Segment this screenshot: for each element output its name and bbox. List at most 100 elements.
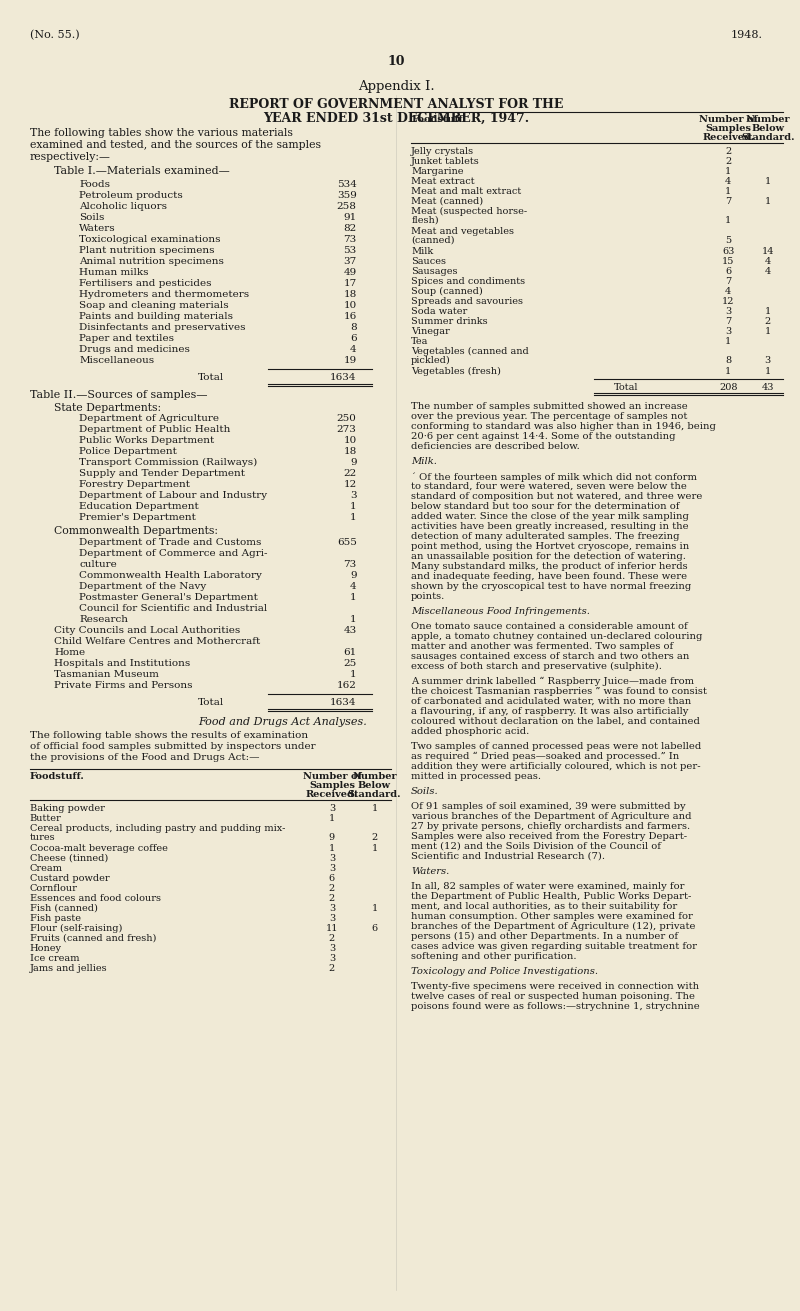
Text: 2: 2	[725, 157, 731, 166]
Text: Alcoholic liquors: Alcoholic liquors	[79, 202, 167, 211]
Text: Cereal products, including pastry and pudding mix-: Cereal products, including pastry and pu…	[30, 825, 285, 832]
Text: Soap and cleaning materials: Soap and cleaning materials	[79, 302, 229, 309]
Text: Vinegar: Vinegar	[411, 326, 450, 336]
Text: 3: 3	[329, 944, 335, 953]
Text: shown by the cryoscopical test to have normal freezing: shown by the cryoscopical test to have n…	[411, 582, 691, 591]
Text: 53: 53	[343, 246, 357, 256]
Text: Human milks: Human milks	[79, 267, 149, 277]
Text: Cheese (tinned): Cheese (tinned)	[30, 853, 108, 863]
Text: 2: 2	[329, 884, 335, 893]
Text: 10: 10	[387, 55, 405, 68]
Text: apple, a tomato chutney contained un-declared colouring: apple, a tomato chutney contained un-dec…	[411, 632, 702, 641]
Text: 534: 534	[337, 180, 357, 189]
Text: Private Firms and Persons: Private Firms and Persons	[54, 680, 193, 690]
Text: 4: 4	[725, 287, 731, 296]
Text: 273: 273	[337, 425, 357, 434]
Text: Spices and condiments: Spices and condiments	[411, 277, 526, 286]
Text: of carbonated and acidulated water, with no more than: of carbonated and acidulated water, with…	[411, 697, 691, 707]
Text: 4: 4	[350, 345, 357, 354]
Text: 15: 15	[722, 257, 734, 266]
Text: Summer drinks: Summer drinks	[411, 317, 488, 326]
Text: 5: 5	[725, 236, 731, 245]
Text: cases advice was given regarding suitable treatment for: cases advice was given regarding suitabl…	[411, 943, 697, 950]
Text: ´ Of the fourteen samples of milk which did not conform: ´ Of the fourteen samples of milk which …	[411, 472, 697, 481]
Text: 8: 8	[350, 323, 357, 332]
Text: Commonwealth Departments:: Commonwealth Departments:	[54, 526, 218, 536]
Text: In all, 82 samples of water were examined, mainly for: In all, 82 samples of water were examine…	[411, 882, 685, 891]
Text: 10: 10	[343, 437, 357, 444]
Text: Two samples of canned processed peas were not labelled: Two samples of canned processed peas wer…	[411, 742, 702, 751]
Text: 208: 208	[719, 383, 738, 392]
Text: Cream: Cream	[30, 864, 62, 873]
Text: Samples: Samples	[309, 781, 355, 791]
Text: coloured without declaration on the label, and contained: coloured without declaration on the labe…	[411, 717, 700, 726]
Text: 73: 73	[343, 560, 357, 569]
Text: Fertilisers and pesticides: Fertilisers and pesticides	[79, 279, 212, 288]
Text: 2: 2	[329, 933, 335, 943]
Text: 3: 3	[329, 914, 335, 923]
Text: 1: 1	[371, 844, 378, 853]
Text: 1: 1	[725, 187, 731, 197]
Text: 2: 2	[371, 832, 378, 842]
Text: City Councils and Local Authorities: City Councils and Local Authorities	[54, 625, 241, 635]
Text: Vegetables (canned and: Vegetables (canned and	[411, 347, 529, 357]
Text: Toxicological examinations: Toxicological examinations	[79, 235, 221, 244]
Text: 7: 7	[725, 277, 731, 286]
Text: 1: 1	[765, 367, 771, 376]
Text: 1: 1	[725, 367, 731, 376]
Text: Public Works Department: Public Works Department	[79, 437, 214, 444]
Text: ment (12) and the Soils Division of the Council of: ment (12) and the Soils Division of the …	[411, 842, 661, 851]
Text: 4: 4	[765, 267, 771, 277]
Text: Foods: Foods	[79, 180, 110, 189]
Text: 1: 1	[765, 326, 771, 336]
Text: Baking powder: Baking powder	[30, 804, 105, 813]
Text: Tasmanian Museum: Tasmanian Museum	[54, 670, 159, 679]
Text: 18: 18	[343, 447, 357, 456]
Text: Police Department: Police Department	[79, 447, 177, 456]
Text: 3: 3	[725, 307, 731, 316]
Text: 3: 3	[329, 864, 335, 873]
Text: matter and another was fermented. Two samples of: matter and another was fermented. Two sa…	[411, 642, 674, 652]
Text: Sauces: Sauces	[411, 257, 446, 266]
Text: Meat and malt extract: Meat and malt extract	[411, 187, 522, 197]
Text: Margarine: Margarine	[411, 166, 464, 176]
Text: 22: 22	[343, 469, 357, 479]
Text: 1: 1	[329, 814, 335, 823]
Text: to standard, four were watered, seven were below the: to standard, four were watered, seven we…	[411, 482, 687, 492]
Text: tures: tures	[30, 832, 55, 842]
Text: Flour (self-raising): Flour (self-raising)	[30, 924, 122, 933]
Text: Cornflour: Cornflour	[30, 884, 78, 893]
Text: Animal nutrition specimens: Animal nutrition specimens	[79, 257, 224, 266]
Text: Tea: Tea	[411, 337, 429, 346]
Text: branches of the Department of Agriculture (12), private: branches of the Department of Agricultur…	[411, 922, 696, 931]
Text: added water. Since the close of the year milk sampling: added water. Since the close of the year…	[411, 513, 689, 520]
Text: The following table shows the results of examination: The following table shows the results of…	[30, 732, 308, 739]
Text: a flavouring, if any, of raspberry. It was also artificially: a flavouring, if any, of raspberry. It w…	[411, 707, 689, 716]
Text: examined and tested, and the sources of the samples: examined and tested, and the sources of …	[30, 140, 321, 149]
Text: Total: Total	[198, 374, 225, 382]
Text: Jams and jellies: Jams and jellies	[30, 964, 107, 973]
Text: Department of Labour and Industry: Department of Labour and Industry	[79, 492, 267, 499]
Text: 49: 49	[343, 267, 357, 277]
Text: 20·6 per cent against 14·4. Some of the outstanding: 20·6 per cent against 14·4. Some of the …	[411, 433, 676, 440]
Text: 4: 4	[350, 582, 357, 591]
Text: Fruits (canned and fresh): Fruits (canned and fresh)	[30, 933, 156, 943]
Text: the provisions of the Food and Drugs Act:—: the provisions of the Food and Drugs Act…	[30, 753, 259, 762]
Text: standard of composition but not watered, and three were: standard of composition but not watered,…	[411, 492, 702, 501]
Text: 162: 162	[337, 680, 357, 690]
Text: 1: 1	[371, 905, 378, 912]
Text: 3: 3	[329, 954, 335, 964]
Text: 19: 19	[343, 357, 357, 364]
Text: Soup (canned): Soup (canned)	[411, 287, 483, 296]
Text: 9: 9	[329, 832, 335, 842]
Text: Number: Number	[746, 115, 790, 125]
Text: 1634: 1634	[330, 697, 357, 707]
Text: Custard powder: Custard powder	[30, 874, 110, 884]
Text: as required “ Dried peas—soaked and processed.” In: as required “ Dried peas—soaked and proc…	[411, 753, 679, 762]
Text: Honey: Honey	[30, 944, 62, 953]
Text: Supply and Tender Department: Supply and Tender Department	[79, 469, 246, 479]
Text: 27 by private persons, chiefly orchardists and farmers.: 27 by private persons, chiefly orchardis…	[411, 822, 690, 831]
Text: Meat (canned): Meat (canned)	[411, 197, 483, 206]
Text: 3: 3	[350, 492, 357, 499]
Text: Food and Drugs Act Analyses.: Food and Drugs Act Analyses.	[198, 717, 367, 728]
